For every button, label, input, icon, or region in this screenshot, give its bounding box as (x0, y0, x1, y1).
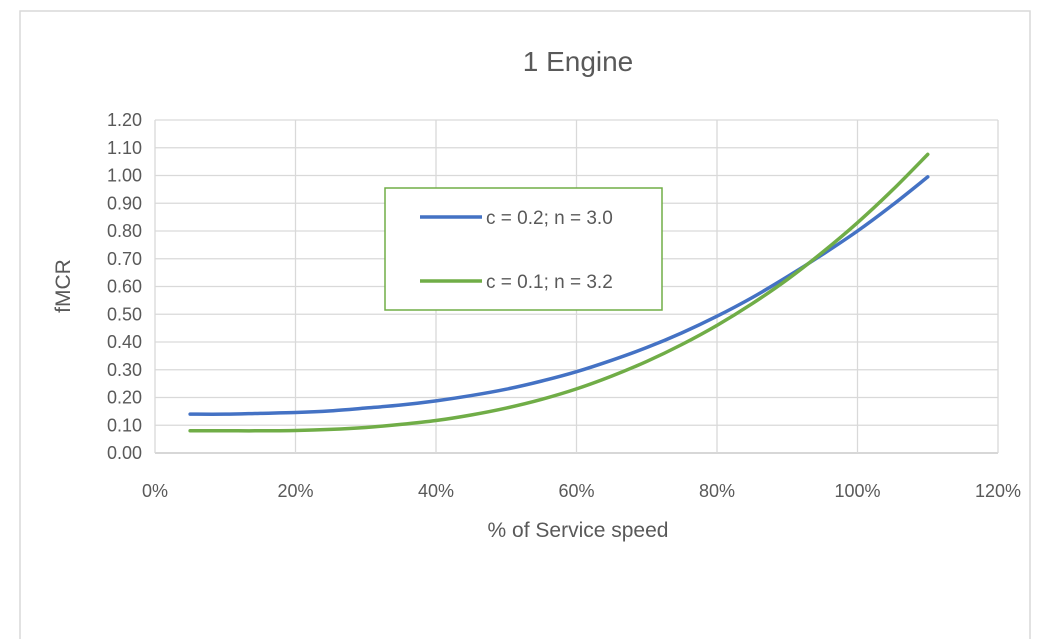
y-tick-label: 0.80 (107, 221, 142, 241)
legend-label-2: c = 0.1; n = 3.2 (486, 272, 613, 293)
y-tick-label: 0.10 (107, 415, 142, 435)
y-tick-label: 0.00 (107, 443, 142, 463)
x-tick-label: 120% (975, 481, 1021, 501)
y-tick-label: 0.20 (107, 388, 142, 408)
y-tick-label: 1.00 (107, 166, 142, 186)
y-axis-title: fMCR (52, 259, 75, 313)
x-tick-label: 60% (558, 481, 594, 501)
series-lines (188, 152, 930, 433)
x-axis-ticks: 0% 20% 40% 60% 80% 100% 120% (142, 481, 1021, 501)
x-tick-label: 20% (277, 481, 313, 501)
y-axis-ticks: 0.00 0.10 0.20 0.30 0.40 0.50 0.60 0.70 0.80 0.90… (107, 110, 142, 463)
chart-border (19, 10, 1031, 644)
x-tick-label: 80% (699, 481, 735, 501)
x-axis-title: % of Service speed (488, 519, 669, 542)
legend: c = 0.2; n = 3.0 c = 0.1; n = 3.2 (384, 187, 663, 311)
y-tick-label: 0.90 (107, 193, 142, 213)
series-line-2 (188, 152, 930, 433)
chart-title: 1 Engine (523, 46, 634, 77)
y-tick-label: 1.20 (107, 110, 142, 130)
y-tick-label: 1.10 (107, 138, 142, 158)
y-tick-label: 0.70 (107, 249, 142, 269)
y-tick-label: 0.40 (107, 332, 142, 352)
gridlines (154, 119, 999, 454)
y-tick-label: 0.30 (107, 360, 142, 380)
y-tick-label: 0.60 (107, 277, 142, 297)
legend-label-1: c = 0.2; n = 3.0 (486, 208, 613, 229)
x-tick-label: 40% (418, 481, 454, 501)
legend-box (384, 187, 663, 311)
x-tick-label: 0% (142, 481, 168, 501)
y-tick-label: 0.50 (107, 304, 142, 324)
x-tick-label: 100% (834, 481, 880, 501)
